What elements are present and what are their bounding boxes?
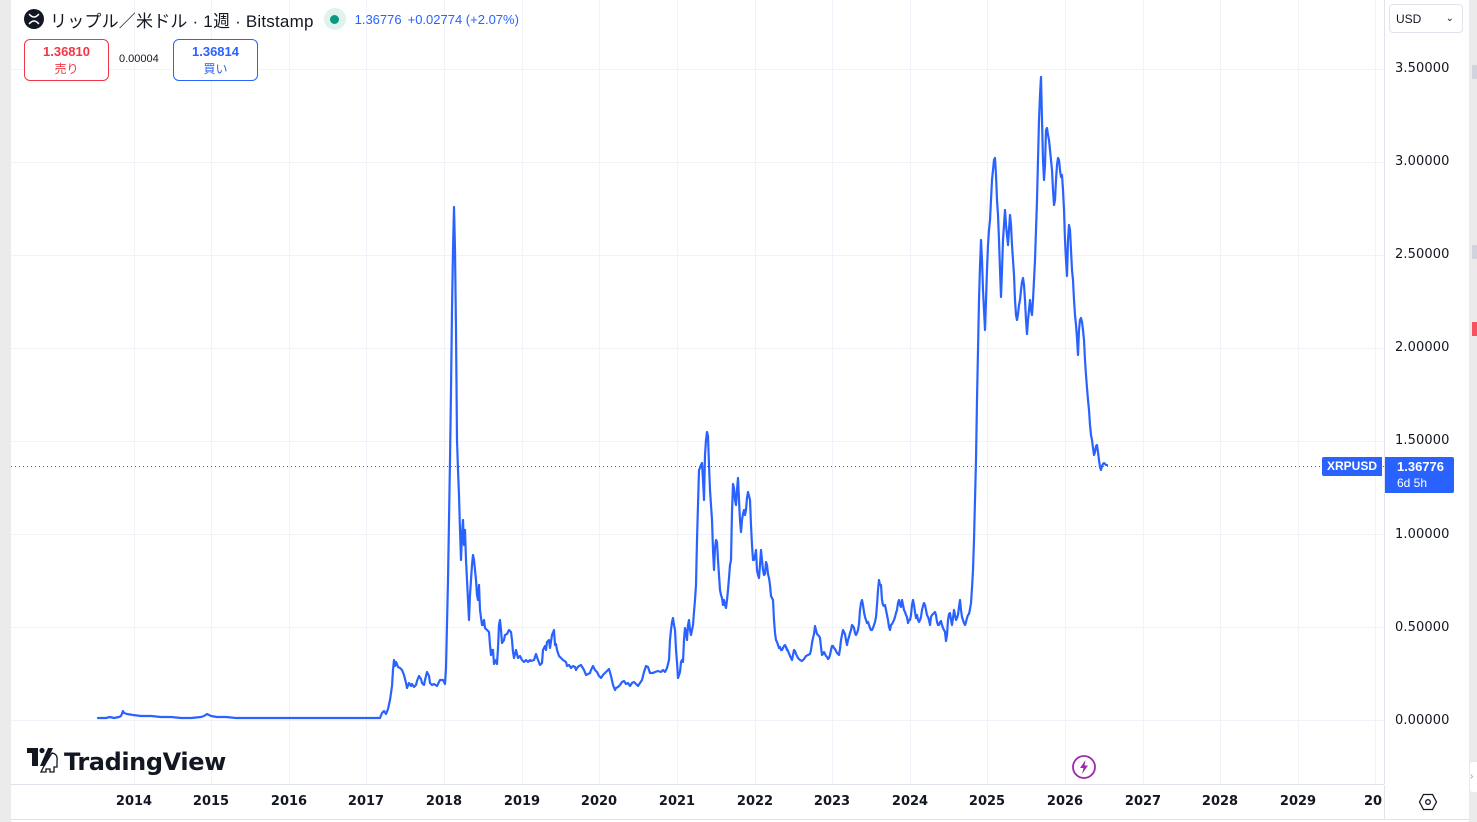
spread-value: 0.00004: [119, 53, 159, 65]
buy-label: 買い: [203, 62, 228, 76]
time-tick: 2018: [425, 794, 463, 809]
ripple-x-icon[interactable]: [24, 9, 44, 29]
left-rail: [0, 0, 11, 822]
time-tick: 2026: [1046, 794, 1084, 809]
time-tick: 2028: [1201, 794, 1239, 809]
lightning-event-icon[interactable]: [1072, 755, 1096, 779]
price-tick: 1.50000: [1395, 433, 1450, 448]
market-status-indicator[interactable]: [323, 8, 346, 30]
time-tick: 20: [1363, 794, 1383, 809]
price-tick: 3.50000: [1395, 61, 1450, 76]
time-axis[interactable]: 2014 2015 2016 2017 2018 2019 2020 2021 …: [11, 784, 1384, 821]
time-tick: 2019: [503, 794, 541, 809]
last-price-tag-value: 1.36776: [1397, 459, 1444, 474]
last-price: 1.36776: [354, 11, 402, 27]
price-tick: 0.00000: [1395, 713, 1450, 728]
chart-settings-button[interactable]: [1384, 785, 1470, 819]
price-tick: 2.00000: [1395, 340, 1450, 355]
chart-header: リップル／米ドル · 1週 · Bitstamp 1.36776 +0.0277…: [24, 6, 519, 32]
buy-button[interactable]: 1.36814 買い: [173, 39, 258, 81]
time-tick: 2022: [736, 794, 774, 809]
time-tick: 2016: [270, 794, 308, 809]
grid-lines: [11, 0, 1384, 784]
price-tick: 3.00000: [1395, 154, 1450, 169]
time-tick: 2029: [1279, 794, 1317, 809]
sell-price: 1.36810: [43, 44, 90, 59]
sell-button[interactable]: 1.36810 売り: [24, 39, 109, 81]
time-tick: 2024: [891, 794, 929, 809]
price-line: [96, 205, 789, 720]
price-change: +0.02774 (+2.07%): [407, 11, 519, 27]
time-tick: 2020: [580, 794, 618, 809]
time-tick: 2014: [115, 794, 153, 809]
market-open-dot-icon: [330, 14, 340, 24]
price-chart-svg: [11, 0, 1384, 784]
expand-panel-chevron-icon[interactable]: ›: [1470, 762, 1477, 792]
time-tick: 2015: [192, 794, 230, 809]
last-price-tag: 1.36776 6d 5h: [1385, 457, 1454, 493]
price-axis[interactable]: 3.50000 3.00000 2.50000 2.00000 1.50000 …: [1384, 0, 1470, 784]
currency-select[interactable]: USD ⌄: [1389, 4, 1463, 33]
price-tick: 2.50000: [1395, 247, 1450, 262]
tradingview-logo[interactable]: TradingView: [26, 745, 226, 779]
buy-price: 1.36814: [192, 44, 239, 59]
tradingview-logo-text: TradingView: [64, 748, 226, 776]
tradingview-logo-icon: [27, 747, 58, 773]
price-tick: 0.50000: [1395, 620, 1450, 635]
chevron-down-icon: ⌄: [1445, 13, 1454, 24]
symbol-price-tag: XRPUSD: [1322, 457, 1383, 476]
time-tick: 2021: [658, 794, 696, 809]
rail-marker: [1472, 245, 1477, 259]
time-tick: 2023: [813, 794, 851, 809]
right-rail: [1469, 0, 1477, 822]
bar-countdown: 6d 5h: [1397, 476, 1428, 490]
rail-marker: [1472, 65, 1477, 79]
time-tick: 2025: [968, 794, 1006, 809]
price-line-cont: [784, 75, 1109, 663]
sell-label: 売り: [54, 62, 79, 76]
bottom-border: [11, 819, 1469, 820]
rail-marker-alert: [1472, 322, 1477, 336]
settings-hexagon-icon: [1418, 793, 1437, 811]
symbol-title[interactable]: リップル／米ドル · 1週 · Bitstamp: [50, 11, 314, 31]
time-tick: 2027: [1124, 794, 1162, 809]
chart-area[interactable]: [11, 0, 1384, 784]
time-tick: 2017: [347, 794, 385, 809]
currency-value: USD: [1396, 11, 1422, 26]
price-tick: 1.00000: [1395, 527, 1450, 542]
